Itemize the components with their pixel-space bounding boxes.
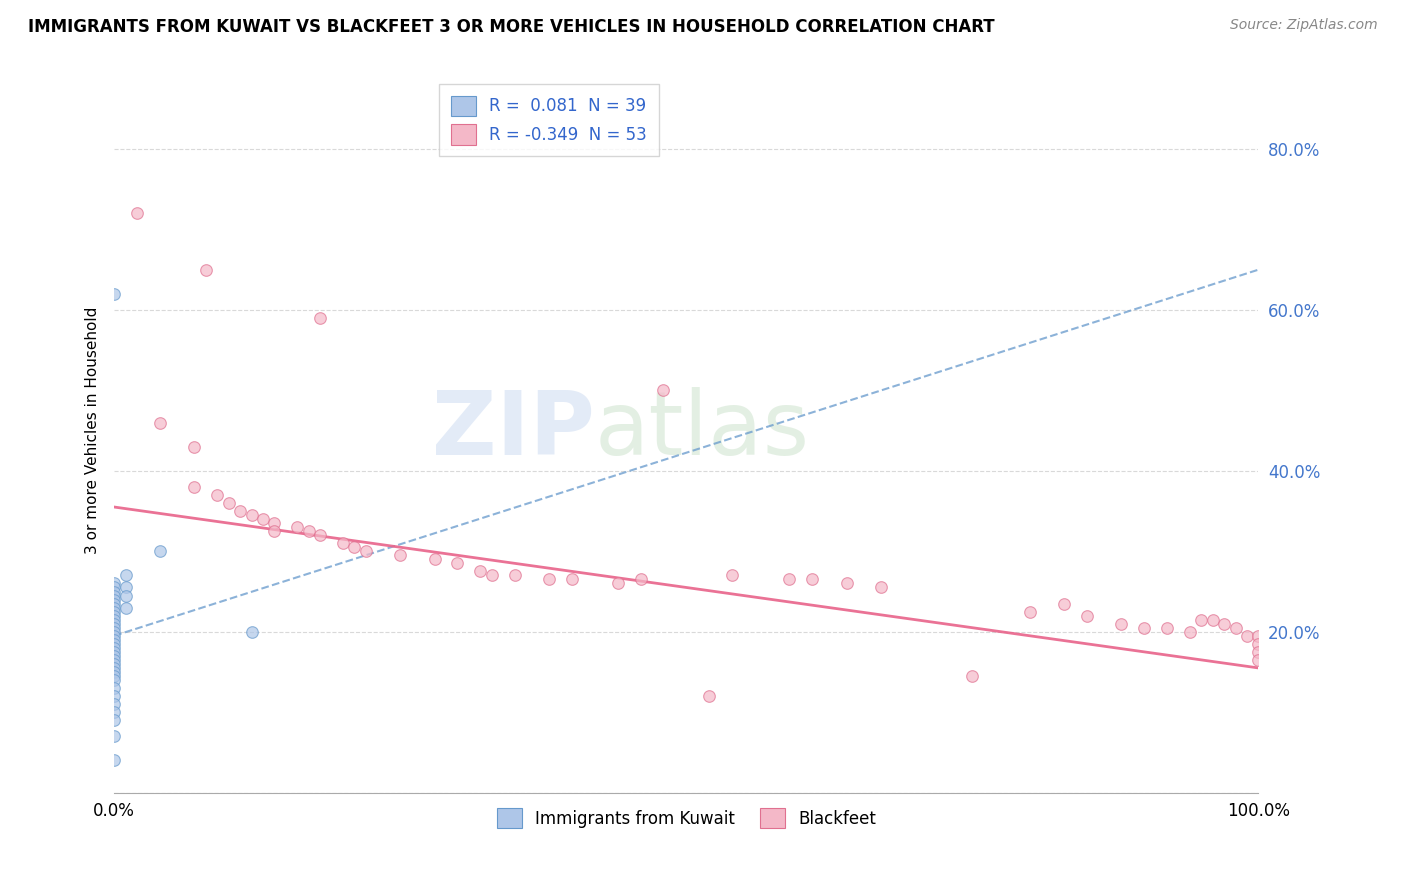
Point <box>103 637 125 651</box>
Point <box>423 552 446 566</box>
Point <box>354 544 377 558</box>
Point <box>103 286 125 301</box>
Point <box>103 689 125 703</box>
Point <box>103 673 125 687</box>
Point <box>389 549 412 563</box>
Point <box>1247 645 1270 659</box>
Point <box>263 516 285 530</box>
Point <box>103 713 125 727</box>
Point <box>343 541 366 555</box>
Point <box>606 576 628 591</box>
Point <box>103 597 125 611</box>
Point <box>240 624 263 639</box>
Point <box>114 600 136 615</box>
Point <box>309 310 332 325</box>
Point <box>103 584 125 599</box>
Point <box>114 589 136 603</box>
Point <box>218 496 240 510</box>
Point <box>1133 621 1156 635</box>
Point <box>1213 616 1236 631</box>
Point <box>103 616 125 631</box>
Point <box>114 581 136 595</box>
Point <box>1018 605 1040 619</box>
Text: atlas: atlas <box>595 387 810 474</box>
Point <box>962 669 984 683</box>
Point <box>103 589 125 603</box>
Point <box>114 568 136 582</box>
Point <box>183 480 205 494</box>
Point <box>103 640 125 655</box>
Point <box>103 657 125 671</box>
Point <box>652 384 675 398</box>
Point <box>103 600 125 615</box>
Point <box>1225 621 1247 635</box>
Point <box>332 536 354 550</box>
Point <box>1189 613 1212 627</box>
Point <box>481 568 503 582</box>
Point <box>470 565 492 579</box>
Point <box>1247 629 1270 643</box>
Point <box>103 705 125 719</box>
Point <box>103 697 125 711</box>
Point <box>446 557 468 571</box>
Point <box>1109 616 1132 631</box>
Point <box>103 624 125 639</box>
Y-axis label: 3 or more Vehicles in Household: 3 or more Vehicles in Household <box>86 307 100 554</box>
Point <box>125 206 148 220</box>
Point <box>194 262 217 277</box>
Point <box>561 573 583 587</box>
Point <box>103 613 125 627</box>
Legend: Immigrants from Kuwait, Blackfeet: Immigrants from Kuwait, Blackfeet <box>489 801 883 835</box>
Point <box>721 568 744 582</box>
Point <box>103 621 125 635</box>
Point <box>183 440 205 454</box>
Point <box>697 689 720 703</box>
Point <box>103 653 125 667</box>
Text: IMMIGRANTS FROM KUWAIT VS BLACKFEET 3 OR MORE VEHICLES IN HOUSEHOLD CORRELATION : IMMIGRANTS FROM KUWAIT VS BLACKFEET 3 OR… <box>28 18 995 36</box>
Point <box>1236 629 1258 643</box>
Point <box>252 512 274 526</box>
Point <box>103 645 125 659</box>
Point <box>537 573 560 587</box>
Point <box>835 576 858 591</box>
Point <box>103 661 125 675</box>
Point <box>205 488 228 502</box>
Text: Source: ZipAtlas.com: Source: ZipAtlas.com <box>1230 18 1378 32</box>
Point <box>1053 597 1076 611</box>
Point <box>103 729 125 743</box>
Point <box>103 592 125 607</box>
Point <box>1076 608 1098 623</box>
Point <box>1247 653 1270 667</box>
Point <box>103 605 125 619</box>
Text: ZIP: ZIP <box>432 387 595 474</box>
Point <box>1202 613 1225 627</box>
Point <box>103 665 125 679</box>
Point <box>103 681 125 695</box>
Point <box>103 581 125 595</box>
Point <box>103 629 125 643</box>
Point <box>870 581 893 595</box>
Point <box>149 544 172 558</box>
Point <box>309 528 332 542</box>
Point <box>240 508 263 522</box>
Point <box>1156 621 1178 635</box>
Point <box>285 520 308 534</box>
Point <box>630 573 652 587</box>
Point <box>103 669 125 683</box>
Point <box>263 524 285 538</box>
Point <box>778 573 800 587</box>
Point <box>503 568 526 582</box>
Point <box>103 754 125 768</box>
Point <box>103 608 125 623</box>
Point <box>103 632 125 647</box>
Point <box>1178 624 1201 639</box>
Point <box>229 504 252 518</box>
Point <box>1247 637 1270 651</box>
Point <box>298 524 321 538</box>
Point <box>149 416 172 430</box>
Point <box>801 573 824 587</box>
Point <box>103 648 125 663</box>
Point <box>103 576 125 591</box>
